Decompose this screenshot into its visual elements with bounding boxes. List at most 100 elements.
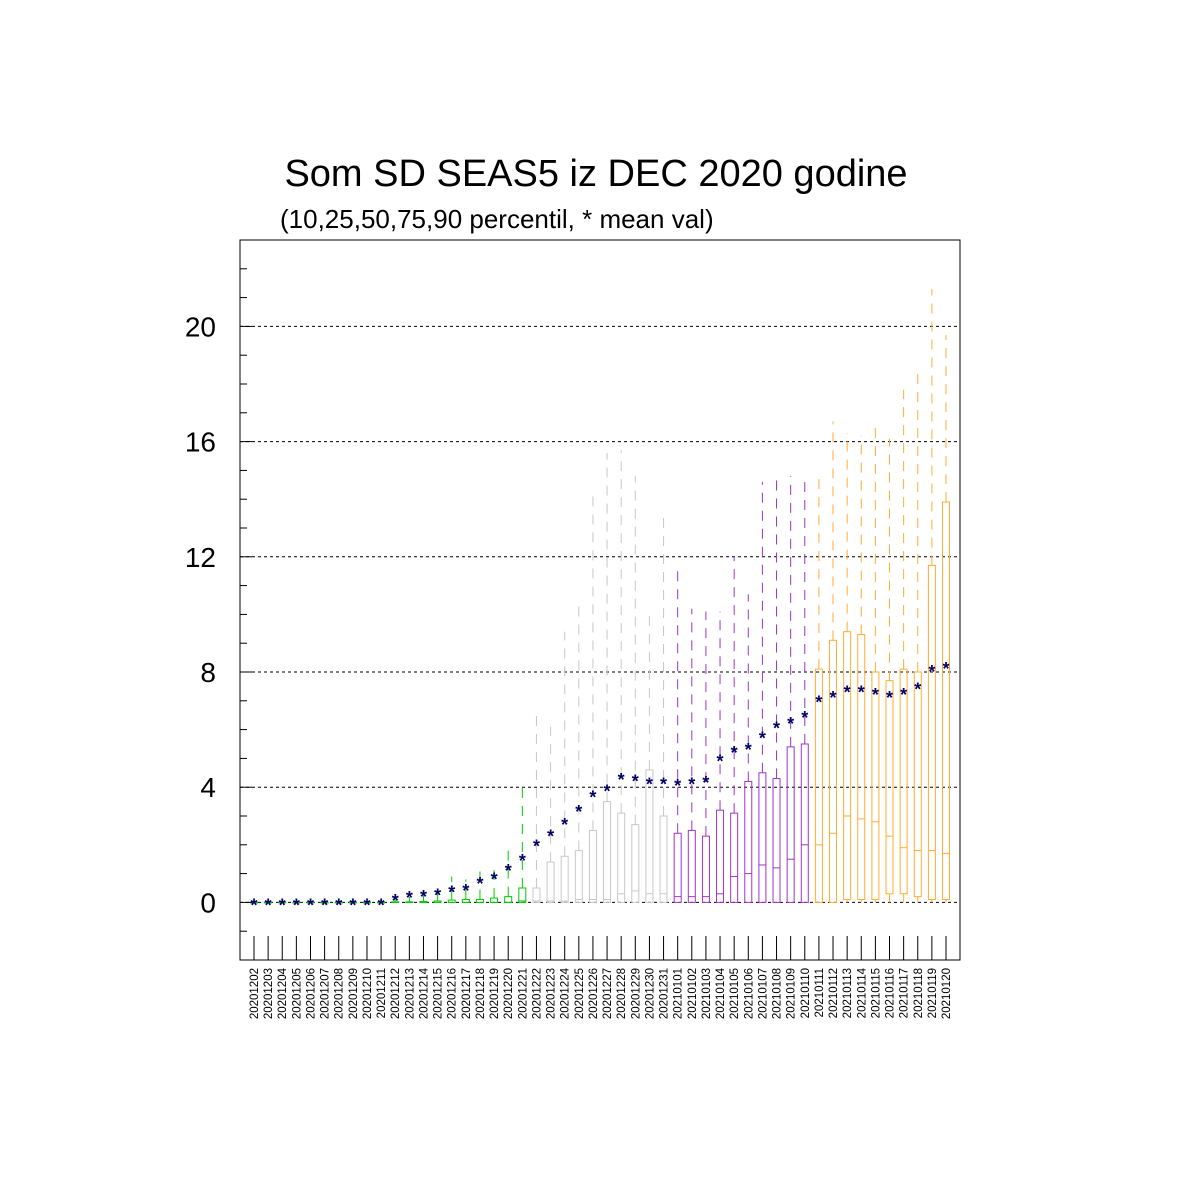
x-tick-label: 20201218 bbox=[475, 968, 487, 1019]
mean-marker: * bbox=[688, 774, 695, 794]
box bbox=[857, 634, 866, 901]
boxplot-20210101 bbox=[673, 571, 682, 903]
box bbox=[504, 896, 513, 903]
box bbox=[814, 668, 823, 903]
box bbox=[518, 887, 527, 903]
x-tick-label: 20201209 bbox=[348, 968, 360, 1019]
boxplot-20210119 bbox=[927, 288, 936, 903]
box bbox=[645, 769, 654, 903]
x-tick-label: 20210113 bbox=[842, 968, 854, 1018]
boxplot-20201215 bbox=[433, 888, 442, 903]
x-tick-label: 20210105 bbox=[729, 968, 741, 1019]
grid-lines bbox=[240, 325, 960, 903]
box bbox=[899, 668, 908, 895]
mean-marker: * bbox=[886, 688, 893, 708]
box bbox=[631, 824, 640, 903]
boxplot-20201219 bbox=[490, 862, 499, 903]
x-tick-label: 20210103 bbox=[701, 968, 713, 1019]
box bbox=[758, 772, 767, 903]
box bbox=[730, 812, 739, 903]
boxplot-20201226 bbox=[588, 493, 597, 903]
boxplot-20210107 bbox=[758, 481, 767, 903]
mean-marker: * bbox=[815, 692, 822, 712]
chart-title: Som SD SEAS5 iz DEC 2020 godine bbox=[284, 153, 907, 195]
mean-marker: * bbox=[604, 782, 611, 802]
boxplot-20201217 bbox=[461, 879, 470, 903]
box bbox=[885, 680, 894, 895]
x-tick-label: 20201230 bbox=[644, 968, 656, 1019]
mean-marker: * bbox=[674, 776, 681, 796]
box bbox=[716, 809, 725, 903]
x-tick-label: 20201213 bbox=[404, 968, 416, 1019]
mean-marker: * bbox=[335, 895, 342, 915]
boxplot-20201230 bbox=[645, 614, 654, 903]
mean-marker: * bbox=[928, 662, 935, 682]
x-tick-label: 20201224 bbox=[560, 967, 572, 1019]
boxplot-20210103 bbox=[701, 611, 710, 903]
box bbox=[673, 832, 682, 903]
mean-marker: * bbox=[759, 728, 766, 748]
mean-marker: * bbox=[250, 895, 257, 915]
boxplot-20210113 bbox=[843, 432, 852, 903]
x-tick-label: 20201219 bbox=[489, 968, 501, 1019]
y-tick-label: 8 bbox=[200, 657, 216, 688]
box bbox=[701, 835, 710, 903]
mean-marker: * bbox=[392, 891, 399, 911]
boxplot-20201218 bbox=[475, 870, 484, 903]
boxplot-20201212 bbox=[391, 899, 400, 903]
boxplot-20210110 bbox=[800, 476, 809, 903]
x-tick-label: 20210109 bbox=[786, 968, 798, 1019]
box bbox=[913, 671, 922, 898]
mean-marker: * bbox=[279, 895, 286, 915]
box bbox=[843, 631, 852, 901]
boxplot-20201211 bbox=[377, 901, 386, 904]
boxplot-20210116 bbox=[885, 438, 894, 903]
boxplot-20210104 bbox=[716, 611, 725, 903]
mean-marker: * bbox=[265, 895, 272, 915]
x-tick-label: 20201229 bbox=[630, 968, 642, 1019]
mean-marker: * bbox=[476, 874, 483, 894]
box bbox=[772, 778, 781, 903]
x-tick-label: 20201215 bbox=[433, 968, 445, 1019]
mean-marker: * bbox=[349, 895, 356, 915]
x-tick-label: 20201212 bbox=[390, 968, 402, 1019]
x-tick-label: 20201203 bbox=[263, 968, 275, 1019]
x-tick-label: 20201205 bbox=[291, 968, 303, 1019]
x-tick-label: 20201207 bbox=[320, 968, 332, 1019]
mean-marker: * bbox=[872, 685, 879, 705]
mean-marker: * bbox=[646, 774, 653, 794]
mean-marker: * bbox=[448, 882, 455, 902]
mean-marker: * bbox=[363, 895, 370, 915]
boxplot-20210111 bbox=[814, 476, 823, 903]
mean-marker: * bbox=[293, 895, 300, 915]
mean-marker: * bbox=[420, 887, 427, 907]
box bbox=[687, 829, 696, 903]
boxplot-20201206 bbox=[306, 901, 315, 904]
x-tick-label: 20210112 bbox=[828, 968, 840, 1018]
mean-marker: * bbox=[830, 688, 837, 708]
box bbox=[942, 501, 950, 901]
boxplot-20210120 bbox=[942, 335, 950, 903]
boxplot-20201208 bbox=[334, 901, 343, 904]
mean-marker: * bbox=[858, 682, 865, 702]
x-tick-label: 20210116 bbox=[885, 968, 897, 1018]
mean-marker: * bbox=[801, 708, 808, 728]
mean-marker: * bbox=[900, 685, 907, 705]
boxplot-20201229 bbox=[631, 476, 640, 903]
box bbox=[829, 639, 838, 903]
boxplot-20210108 bbox=[772, 476, 781, 903]
x-tick-label: 20210102 bbox=[687, 968, 699, 1019]
boxplot-20201227 bbox=[603, 453, 612, 903]
x-tick-label: 20201211 bbox=[376, 968, 388, 1018]
x-tick-label: 20201210 bbox=[362, 968, 374, 1019]
x-tick-label: 20210104 bbox=[715, 967, 727, 1019]
x-tick-label: 20210107 bbox=[757, 968, 769, 1019]
boxplots bbox=[250, 288, 950, 904]
boxplot-20210102 bbox=[687, 608, 696, 903]
x-tick-label: 20201220 bbox=[503, 968, 515, 1019]
mean-marker: * bbox=[773, 718, 780, 738]
boxplot-20201214 bbox=[419, 893, 428, 903]
x-tick-label: 20201217 bbox=[461, 968, 473, 1019]
mean-marker: * bbox=[307, 895, 314, 915]
